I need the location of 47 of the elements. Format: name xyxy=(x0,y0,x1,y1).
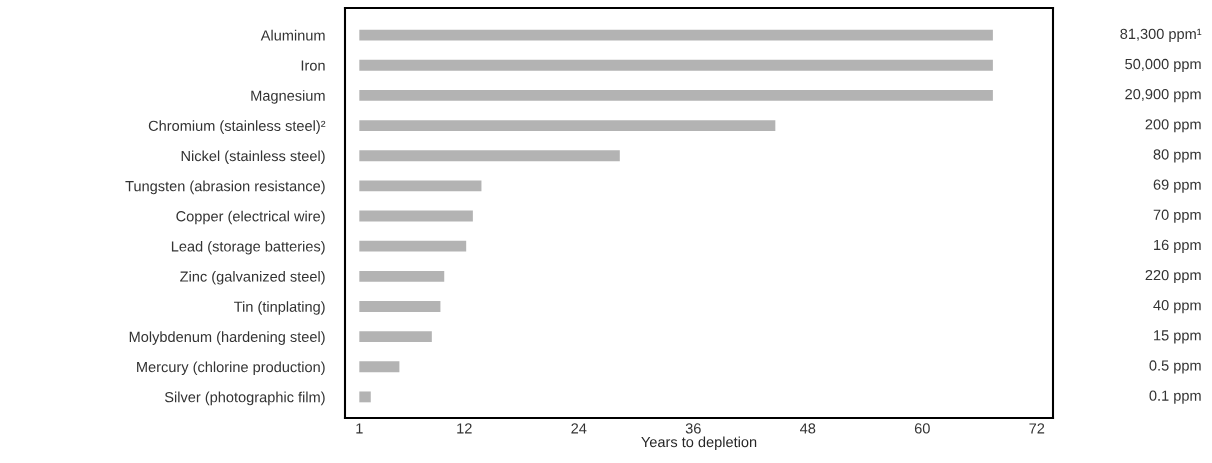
x-tick-label: 12 xyxy=(457,423,472,434)
text: 70 ppm xyxy=(1153,209,1201,223)
x-tick-label: 1 xyxy=(356,423,363,434)
text: 80 ppm xyxy=(1153,149,1201,163)
y-tick-label: Molybdenum (hardening steel) xyxy=(129,331,325,345)
y-tick-label: Tungsten (abrasion resistance) xyxy=(125,180,325,195)
bar xyxy=(359,270,445,282)
x-tick-label: 60 xyxy=(914,423,930,434)
x-tick-label: 48 xyxy=(800,423,816,434)
bar xyxy=(359,59,993,71)
text: 0.5 ppm xyxy=(1149,360,1201,374)
y-tick-label: Mercury (chlorine production) xyxy=(137,361,325,376)
bar xyxy=(359,150,620,162)
y-tick-label: Zinc (galvanized steel) xyxy=(180,271,325,285)
x-axis-title: Years to depletion xyxy=(641,436,757,451)
bar xyxy=(359,240,467,252)
bar xyxy=(359,361,400,373)
bar xyxy=(359,391,371,403)
text: 50,000 ppm xyxy=(1125,58,1201,73)
x-tick-label: 36 xyxy=(685,423,701,434)
x-tick-label: 24 xyxy=(571,423,587,434)
bar xyxy=(359,180,482,192)
text: 15 ppm xyxy=(1154,330,1201,344)
text: 20,900 ppm xyxy=(1125,89,1201,103)
y-tick-label: Chromium (stainless steel)² xyxy=(148,120,326,134)
y-tick-label: Tin (tinplating) xyxy=(234,301,325,315)
text: 220 ppm xyxy=(1145,269,1201,284)
bar xyxy=(359,120,776,131)
y-tick-label: Lead (storage batteries) xyxy=(171,240,325,255)
y-tick-label: Magnesium xyxy=(251,90,325,104)
text: 0.1 ppm xyxy=(1149,390,1201,404)
text: 16 ppm xyxy=(1154,239,1201,253)
y-tick-label: Aluminum xyxy=(260,29,325,41)
y-tick-label: Nickel (stainless steel) xyxy=(181,150,325,165)
bar xyxy=(359,210,473,222)
x-tick-label: 72 xyxy=(1029,423,1045,434)
text: 69 ppm xyxy=(1153,179,1201,193)
y-tick-label: Iron xyxy=(301,60,325,71)
text: 40 ppm xyxy=(1153,300,1201,314)
text: 81,300 ppm¹ xyxy=(1120,28,1202,42)
bar xyxy=(359,90,993,101)
text: 200 ppm xyxy=(1145,119,1201,133)
y-tick-label: Copper (electrical wire) xyxy=(176,210,325,225)
y-tick-label: Silver (photographic film) xyxy=(164,391,325,406)
bar xyxy=(359,331,432,343)
bar xyxy=(359,301,441,312)
bar xyxy=(359,29,993,41)
